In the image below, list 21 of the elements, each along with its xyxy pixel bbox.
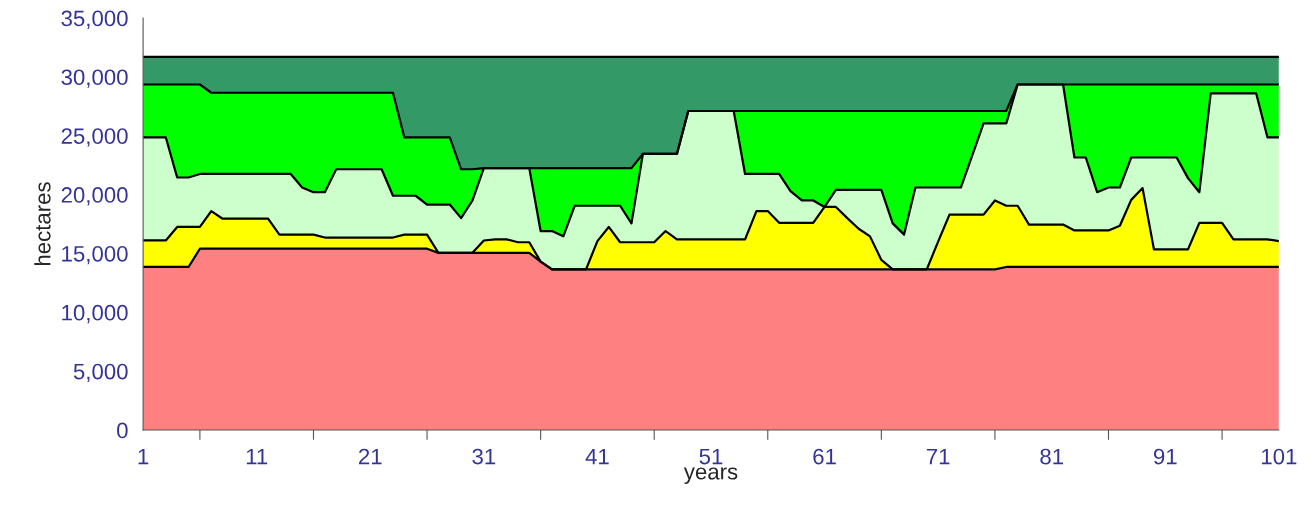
y-tick-label: 0	[117, 422, 128, 439]
x-tick-label: 91	[1153, 448, 1177, 465]
y-tick-label: 35,000	[61, 10, 128, 29]
x-tick-label: 41	[585, 448, 609, 465]
x-tick-label: 1	[138, 448, 149, 465]
y-axis-title: hectares	[34, 182, 51, 266]
x-tick-label: 31	[472, 448, 496, 465]
x-tick-label: 51	[699, 448, 723, 465]
y-tick-label: 10,000	[62, 304, 128, 324]
y-tick-label: 30,000	[61, 69, 128, 88]
x-tick-label: 21	[359, 448, 382, 465]
y-tick-label: 20,000	[61, 187, 128, 206]
x-tick-label: 61	[813, 448, 836, 465]
x-tick-label: 11	[246, 448, 268, 465]
x-axis-title: years	[683, 467, 738, 484]
y-tick-label: 25,000	[61, 128, 128, 147]
y-tick-label: 15,000	[62, 245, 128, 265]
x-tick-label: 81	[1040, 448, 1063, 465]
x-tick-label: 101	[1262, 448, 1297, 465]
x-tick-label: 71	[926, 448, 950, 465]
y-tick-label: 5,000	[73, 363, 128, 383]
